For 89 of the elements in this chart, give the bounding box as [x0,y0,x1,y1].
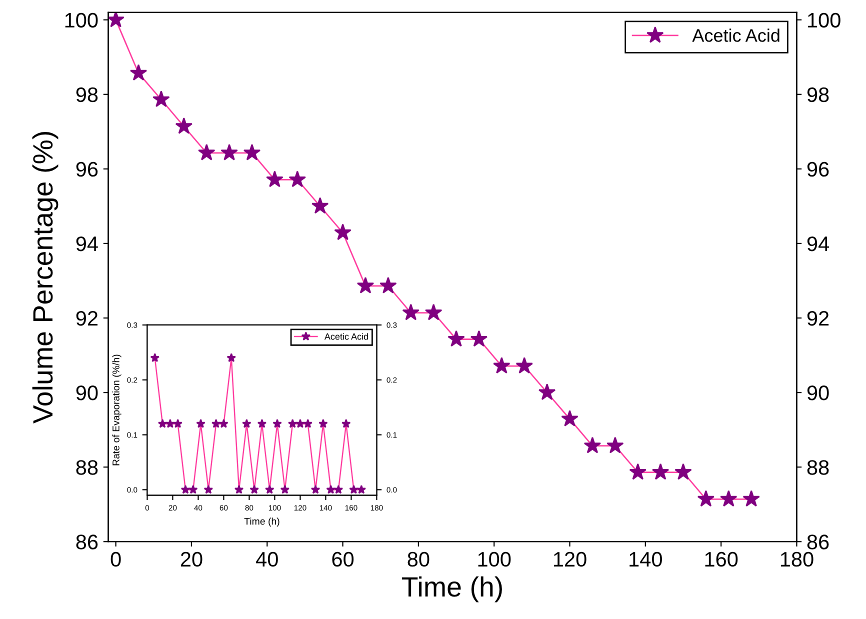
point [561,410,578,426]
legend-label: Acetic Acid [692,28,780,42]
point [296,418,305,428]
x-tick-label: 100 [478,552,511,567]
point [250,484,259,494]
point [341,418,351,428]
x-tick-label: 0 [110,552,121,567]
point [264,484,274,494]
x-axis-title: Time (h) [244,518,280,527]
x-tick-label: 140 [630,552,662,567]
point [158,418,168,428]
point [288,170,306,188]
point [180,484,190,494]
y2-tick-label: 94 [807,236,830,252]
x-axis-title: Time (h) [402,576,502,602]
y2-tick-label: 100 [808,12,840,28]
point [310,484,320,494]
point [629,463,646,480]
point [448,330,465,347]
point [674,463,692,480]
y-tick-label: 90 [76,386,98,400]
x-tick-label: 180 [780,552,814,567]
point [219,418,228,428]
point [606,436,624,454]
point [150,353,160,362]
point [211,418,221,428]
point [516,357,533,374]
point [266,170,284,188]
y-axis-title: Volume Percentage (%) [32,132,58,424]
y-tick-label: 86 [76,534,98,550]
point [243,144,261,160]
x-tick-label: 160 [705,552,738,567]
legend-label: Acetic Acid [324,333,368,340]
point [198,144,216,160]
point [356,484,366,494]
x-tick-label: 20 [180,552,202,567]
point [311,197,329,214]
y2-tick-label: 96 [807,162,829,177]
y-tick-label: 98 [76,87,98,102]
point [493,357,510,374]
point [204,484,214,494]
y2-tick-label: 98 [807,87,829,102]
point [318,418,328,428]
point [280,484,290,494]
point [538,384,556,400]
point [380,276,397,294]
point [220,144,238,160]
point [356,276,374,294]
y-axis-title: Rate of Evaporation (%/h) [112,354,122,466]
y-tick-label: 94 [76,236,98,252]
point [334,224,352,240]
y-tick-label: 88 [76,460,98,475]
x-tick-label: 120 [554,552,586,567]
point [152,90,170,108]
point [402,304,420,320]
y-tick-label: 96 [76,162,98,177]
point [166,418,175,428]
point [242,418,252,428]
point [257,418,267,428]
point [108,12,124,28]
point [334,484,344,494]
y2-tick-label: 90 [807,386,829,400]
point [584,436,602,454]
point [720,490,738,507]
y-tick-label: 100 [65,12,98,28]
point [349,484,358,494]
point [196,418,206,428]
point [130,64,148,81]
x-tick-label: 80 [408,552,430,567]
point [272,418,282,428]
point [742,490,760,507]
point [697,490,715,507]
y-tick-label: 92 [76,311,98,326]
point [288,418,298,428]
point [234,484,244,494]
point [188,484,198,494]
point [470,330,488,347]
point [326,484,336,494]
x-tick-label: 40 [256,552,278,567]
point [175,117,193,134]
point [173,418,182,428]
y2-tick-label: 92 [807,311,829,326]
point [226,353,236,362]
point [424,304,442,320]
point [652,463,670,480]
point [303,418,313,428]
x-tick-label: 60 [332,552,354,567]
y2-tick-label: 86 [807,534,829,550]
y2-tick-label: 88 [807,460,829,475]
